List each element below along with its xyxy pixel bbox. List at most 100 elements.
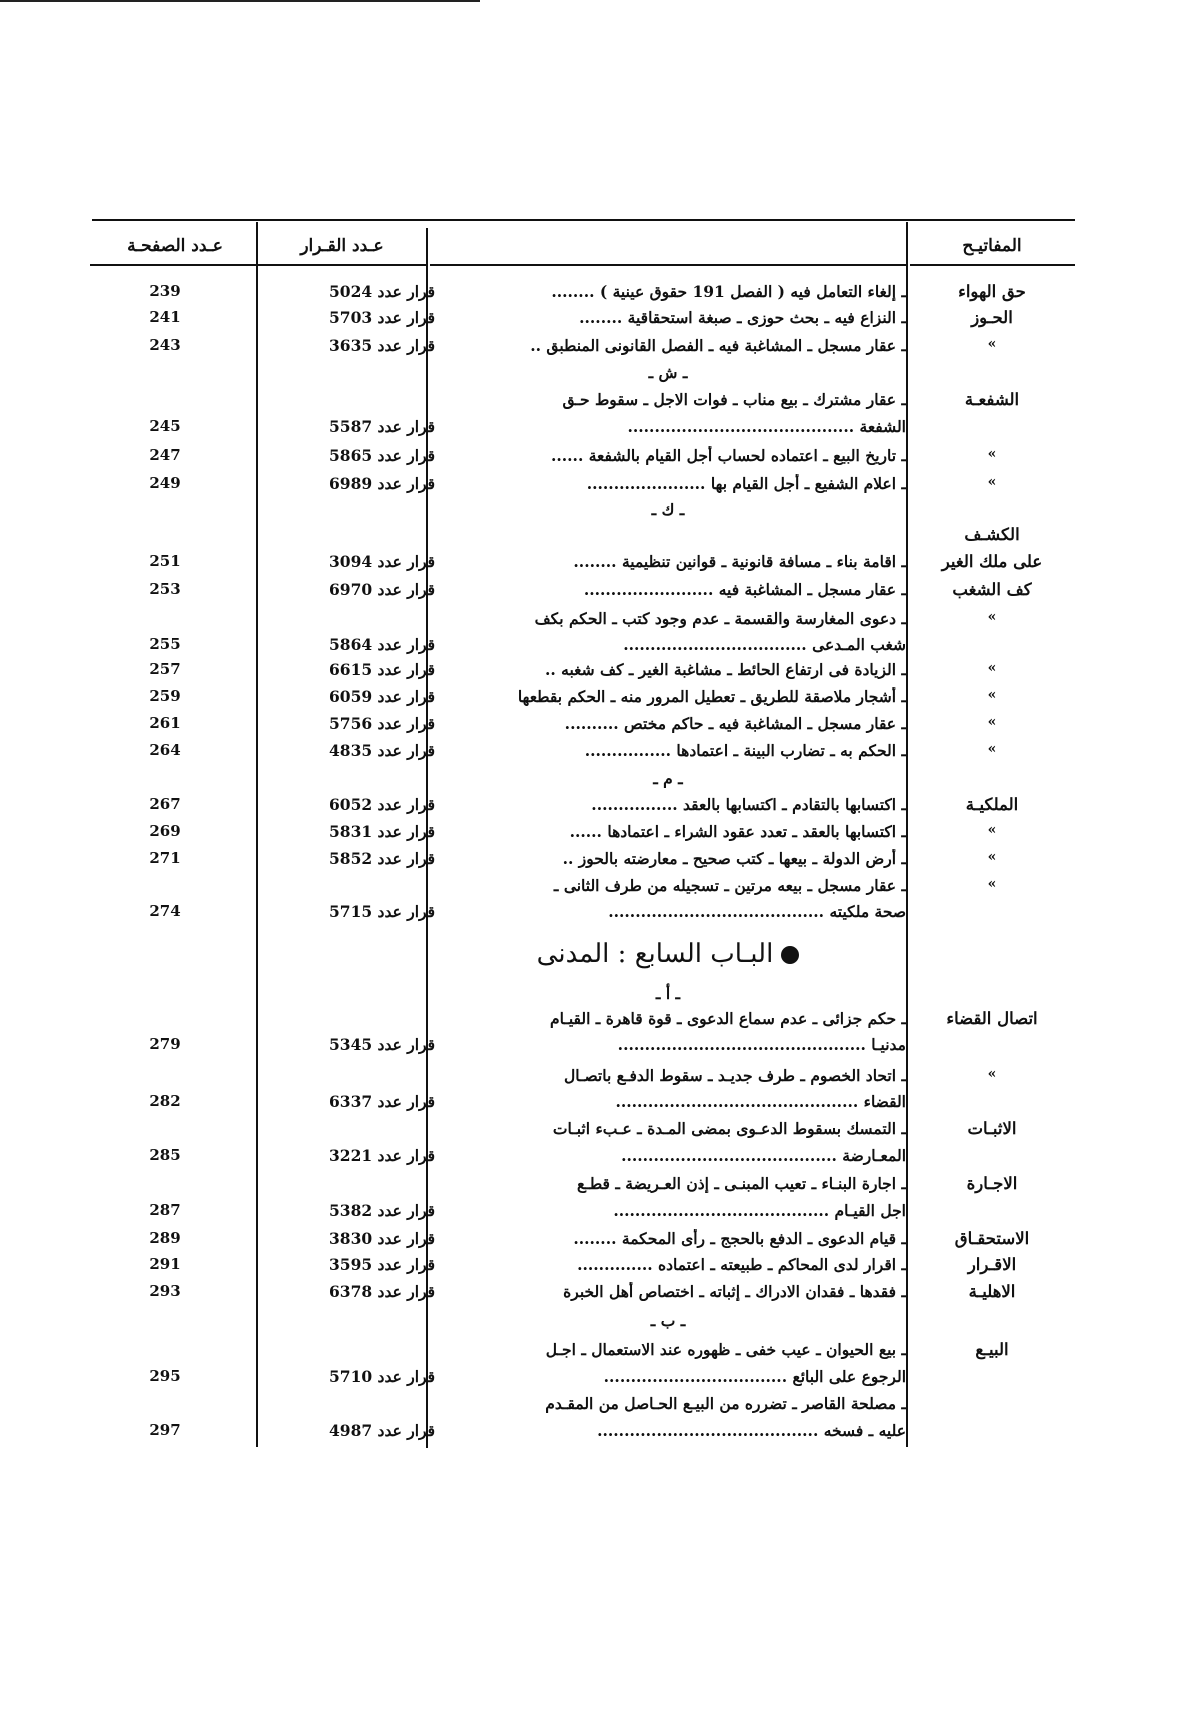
page-number: 255 [149, 635, 181, 653]
page-number: 274 [149, 902, 181, 920]
index-entry: شغب المـدعى ............................… [0, 635, 1194, 661]
letter-heading: ـ م ـ [653, 769, 683, 788]
entry-description: ـ اكتسابها بالعقد ـ تعدد عقود الشراء ـ ا… [569, 822, 906, 841]
keyword: » [987, 660, 997, 676]
keyword: الاثبـات [967, 1119, 1017, 1138]
page-number: 247 [149, 446, 181, 464]
page-number: 267 [149, 795, 181, 813]
index-entry: اجل القيـام ............................… [0, 1201, 1194, 1227]
page-number: 243 [149, 336, 181, 354]
page-number: 285 [149, 1146, 181, 1164]
entry-description: ـ عقار مسجل ـ بيعه مرتين ـ تسجيله من طرف… [553, 876, 906, 895]
header-rule-left [90, 264, 426, 266]
entry-description: عليه ـ فسخه ............................… [597, 1421, 906, 1440]
page-number: 293 [149, 1282, 181, 1300]
decision-number: قرار عدد 5865 [329, 446, 435, 465]
letter-heading: ـ ش ـ [648, 363, 688, 382]
page-number: 279 [149, 1035, 181, 1053]
page-number: 261 [149, 714, 181, 732]
letter-heading: ـ أ ـ [655, 984, 681, 1003]
entry-description: ـ دعوى المغارسة والقسمة ـ عدم وجود كتب ـ… [534, 609, 906, 628]
keyword: » [987, 741, 997, 757]
entry-description: ـ عقار مشترك ـ بيع مناب ـ فوات الاجل ـ س… [562, 390, 907, 409]
index-entry: المعـارضة ..............................… [0, 1146, 1194, 1172]
header-decision-number: عـدد القـرار [300, 236, 384, 256]
letter-heading: ـ ك ـ [651, 500, 685, 519]
decision-number: قرار عدد 5345 [329, 1035, 435, 1054]
index-entry: الرجوع على البائع ......................… [0, 1367, 1194, 1393]
keyword: » [987, 849, 997, 865]
entry-description: ـ عقار مسجل ـ المشاغبة فيه .............… [583, 580, 906, 599]
page-number: 287 [149, 1201, 181, 1219]
letter-divider: ـ ك ـ [0, 500, 1194, 526]
entry-description: ـ الزيادة فى ارتفاع الحائط ـ مشاغبة الغي… [544, 660, 906, 679]
page-number: 264 [149, 741, 181, 759]
keyword: كف الشغب [952, 580, 1032, 599]
page-number: 269 [149, 822, 181, 840]
keyword: الاهليـة [968, 1282, 1016, 1301]
decision-number: قرار عدد 5831 [329, 822, 435, 841]
index-entry: القضاء .................................… [0, 1092, 1194, 1118]
entry-description: المعـارضة ..............................… [621, 1146, 906, 1165]
page-number: 251 [149, 552, 181, 570]
index-entry: الاقـرار ـ اقرار لدى المحاكم ـ طبيعته ـ ا… [0, 1255, 1194, 1281]
keyword: الشفعـة [964, 390, 1020, 409]
keyword: » [987, 336, 997, 352]
entry-description: ـ إلغاء التعامل فيه ( الفصل 191 حقوق عين… [551, 282, 906, 301]
index-entry: الاستحقـاق ـ قيام الدعوى ـ الدفع بالحجج ـ… [0, 1229, 1194, 1255]
entry-description: ـ مصلحة القاصر ـ تضرره من البيـع الحـاصل… [545, 1394, 906, 1413]
entry-description: ـ النزاع فيه ـ بحث حوزى ـ صبغة استحقاقية… [579, 308, 906, 327]
entry-description: صحة ملكيته .............................… [608, 902, 906, 921]
keyword: الكشـف [964, 525, 1020, 544]
page-number: 259 [149, 687, 181, 705]
index-entry: الاجـارة ـ اجارة البنـاء ـ تعيب المبنـى ـ… [0, 1174, 1194, 1200]
header-rule-middle [430, 264, 906, 266]
column-divider-description [906, 222, 908, 1447]
decision-number: قرار عدد 6337 [329, 1092, 435, 1111]
decision-number: قرار عدد 5382 [329, 1201, 435, 1220]
keyword: » [987, 687, 997, 703]
entry-description: ـ عقار مسجل ـ المشاغبة فيه ـ حاكم مختص .… [564, 714, 906, 733]
decision-number: قرار عدد 6989 [329, 474, 435, 493]
letter-heading: ـ ب ـ [650, 1311, 686, 1330]
entry-description: شغب المـدعى ............................… [623, 635, 906, 654]
decision-number: قرار عدد 5703 [329, 308, 435, 327]
chapter-title-text: البـاب السابع : المدنى [536, 939, 774, 969]
entry-description: ـ اقامة بناء ـ مسافة قانونية ـ قوانين تن… [573, 552, 906, 571]
keyword: » [987, 876, 997, 892]
entry-description: ـ بيع الحيوان ـ عيب خفى ـ ظهوره عند الاس… [545, 1340, 906, 1359]
keyword: اتصال القضاء [946, 1009, 1038, 1028]
entry-description: ـ اقرار لدى المحاكم ـ طبيعته ـ اعتماده .… [577, 1255, 906, 1274]
index-entry: مدنيـا .................................… [0, 1035, 1194, 1061]
page-number: 297 [149, 1421, 181, 1439]
column-divider-decision [426, 228, 428, 1448]
index-entry: » ـ اتحاد الخصوم ـ طرف جديـد ـ سقوط الدفـ… [0, 1066, 1194, 1092]
index-entry: » ـ عقار مسجل ـ بيعه مرتين ـ تسجيله من طر… [0, 876, 1194, 902]
keyword: الاجـارة [966, 1174, 1018, 1193]
decision-number: قرار عدد 5710 [329, 1367, 435, 1386]
entry-description: ـ اجارة البنـاء ـ تعيب المبنـى ـ إذن الع… [577, 1174, 906, 1193]
decision-number: قرار عدد 3094 [329, 552, 435, 571]
page-number: 249 [149, 474, 181, 492]
index-entry: » ـ الزيادة فى ارتفاع الحائط ـ مشاغبة الغ… [0, 660, 1194, 686]
index-entry: » ـ تاريخ البيع ـ اعتماده لحساب أجل القيا… [0, 446, 1194, 472]
index-entry: عليه ـ فسخه ............................… [0, 1421, 1194, 1447]
index-entry: البيـع ـ بيع الحيوان ـ عيب خفى ـ ظهوره عن… [0, 1340, 1194, 1366]
entry-description: ـ فقدها ـ فقدان الادراك ـ إثباته ـ اختصا… [563, 1282, 906, 1301]
decision-number: قرار عدد 3221 [329, 1146, 435, 1165]
entry-description: القضاء .................................… [615, 1092, 906, 1111]
table-top-rule [92, 219, 1075, 221]
page-number: 239 [149, 282, 181, 300]
header-page-number: عـدد الصفحـة [127, 236, 223, 256]
entry-description: ـ التمسك بسقوط الدعـوى بمضى المـدة ـ عـب… [552, 1119, 906, 1138]
keyword: البيـع [975, 1340, 1009, 1359]
keyword: » [987, 1066, 997, 1082]
entry-description: ـ اكتسابها بالتقادم ـ اكتسابها بالعقد ..… [591, 795, 906, 814]
keyword: الحـوز [971, 308, 1013, 327]
keyword: الملكيـة [965, 795, 1019, 814]
decision-number: قرار عدد 6052 [329, 795, 435, 814]
letter-divider: ـ ب ـ [0, 1311, 1194, 1337]
page-number: 245 [149, 417, 181, 435]
keyword: » [987, 714, 997, 730]
decision-number: قرار عدد 4835 [329, 741, 435, 760]
